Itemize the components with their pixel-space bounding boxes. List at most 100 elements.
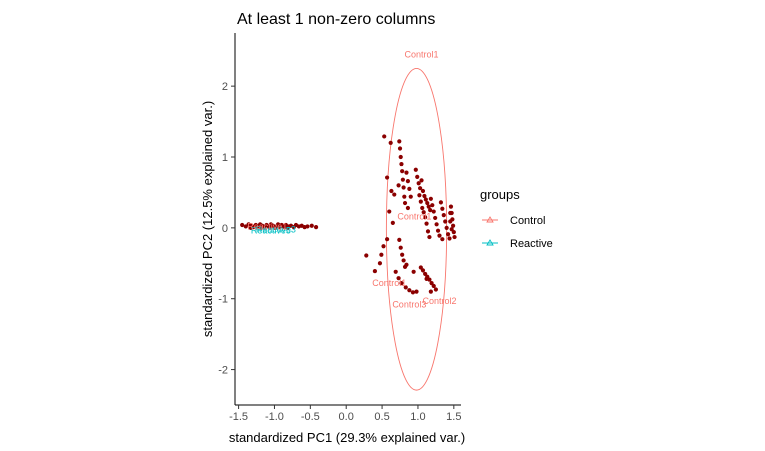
data-point [427,234,432,240]
data-point [425,200,430,206]
data-point [420,188,426,194]
point-label: Reactive1 [247,221,287,231]
data-point [452,234,457,240]
legend-key-control: Control [482,215,545,227]
data-point [402,200,408,206]
point-label: Reactive5 [251,226,291,236]
data-point [364,253,369,258]
data-point [397,139,402,144]
legend-key-reactive: Reactive [482,238,553,250]
data-point [424,221,429,226]
data-point [403,285,408,290]
triangle-icon [486,239,494,246]
chart-title: At least 1 non-zero columns [237,11,435,28]
point-label: Control2 [422,296,456,306]
data-point [381,244,386,249]
point-label: Control3 [392,299,426,309]
data-point [405,178,411,184]
data-point [396,276,401,281]
x-tick-label: 0.0 [339,411,354,423]
data-point [433,215,438,221]
point-label: Control1 [372,278,406,288]
data-point [393,269,398,274]
data-point [443,219,448,224]
data-point [313,225,319,230]
legend-label: Control [510,215,545,227]
data-point [431,209,436,214]
x-tick-label: 1.0 [410,411,425,423]
legend-label: Reactive [510,238,553,250]
data-point [447,236,452,241]
data-point [413,167,418,172]
data-point [426,204,431,209]
data-point [424,276,429,281]
data-point [401,258,406,263]
data-point [401,185,406,190]
data-point [377,261,383,266]
data-point [387,209,392,214]
x-tick-label: -1.5 [229,411,248,423]
x-axis-ticks: -1.5 -1.0 -0.5 0.0 0.5 1.0 1.5 [229,405,461,423]
data-point [440,237,445,242]
data-point [396,183,401,188]
y-axis-title: standardized PC2 (12.5% explained var.) [200,101,215,337]
data-point [425,229,431,234]
data-point [397,146,403,151]
point-labels-layer: Control1 Control1 Control1 Control3Control2… [247,49,456,309]
data-point [399,161,404,167]
data-point [440,206,445,211]
data-point [408,194,413,199]
data-point [423,197,428,202]
data-point [390,220,395,225]
series-control [364,134,457,295]
data-point [416,181,421,186]
data-point [389,188,394,194]
data-point [431,283,436,289]
data-point [423,215,428,220]
y-tick-label: 1 [222,152,228,164]
data-point [243,224,248,229]
data-point [415,174,420,179]
legend-title: groups [480,187,520,202]
legend: groups Control Reactive [480,187,553,250]
data-point [438,200,444,205]
data-point [420,205,425,211]
data-point [240,222,245,228]
data-point [404,170,409,175]
data-point [417,193,422,198]
triangle-icon [486,216,494,223]
data-point [428,196,433,201]
point-label: Control1 [405,49,439,59]
data-point [400,177,405,182]
data-point [414,289,419,294]
data-point [428,208,433,213]
data-point [428,289,433,294]
data-point [445,232,451,237]
data-point [309,223,314,228]
x-tick-label: 0.5 [374,411,389,423]
data-point [385,237,390,242]
y-axis-ticks: -2 -1 0 1 2 [218,81,235,377]
data-point [448,210,453,216]
data-point [449,227,454,232]
data-point [433,287,438,292]
data-point [398,154,403,160]
data-point [372,268,378,274]
data-point [392,192,397,197]
data-point [420,268,426,273]
data-point [379,252,384,257]
series-reactive [240,222,319,230]
x-tick-label: -0.5 [301,411,320,423]
data-point [448,204,454,209]
data-point [410,290,416,295]
data-point [437,233,442,238]
y-tick-label: 0 [222,223,228,235]
data-point [402,194,407,199]
data-point [382,134,387,139]
point-label: Reactive3 [256,224,296,234]
data-point [405,205,411,211]
data-point [267,225,272,230]
data-point [275,222,281,227]
data-point [400,169,405,174]
